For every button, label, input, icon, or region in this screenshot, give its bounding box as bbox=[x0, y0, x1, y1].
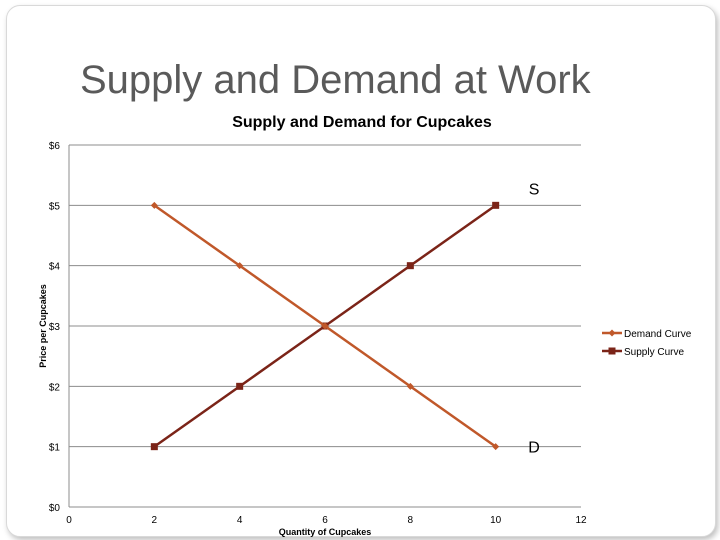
annotation-s: S bbox=[529, 181, 540, 198]
legend-marker-supply-curve bbox=[608, 347, 616, 355]
legend-label-supply-curve: Supply Curve bbox=[624, 347, 684, 358]
axis-layer: $0 $1 $2 $3 $4 $5 $6 0 2 4 6 8 10 12 bbox=[49, 141, 587, 526]
demand-curve-point-6-3 bbox=[321, 322, 329, 330]
y-tick-label-2: $2 bbox=[49, 382, 61, 393]
x-axis-label: Quantity of Cupcakes bbox=[279, 527, 372, 537]
x-tick-label-2: 2 bbox=[152, 515, 158, 526]
y-tick-label-1: $1 bbox=[49, 443, 61, 454]
x-tick-label-0: 0 bbox=[66, 515, 72, 526]
demand-curve-point-4-4 bbox=[236, 262, 244, 270]
x-tick-label-4: 4 bbox=[237, 515, 243, 526]
y-axis-label: Price per Cupcakes bbox=[38, 284, 48, 368]
y-tick-label-4: $4 bbox=[49, 262, 61, 273]
legend: Demand Curve Supply Curve bbox=[602, 329, 692, 358]
y-tick-label-5: $5 bbox=[49, 201, 61, 212]
y-tick-label-0: $0 bbox=[49, 503, 61, 514]
demand-curve-point-8-2 bbox=[406, 382, 414, 390]
series-demand-curve bbox=[150, 201, 500, 451]
x-tick-label-8: 8 bbox=[408, 515, 414, 526]
supply-curve-point-4-2 bbox=[236, 382, 244, 390]
supply-curve-point-2-1 bbox=[150, 443, 158, 451]
x-tick-label-12: 12 bbox=[575, 515, 587, 526]
supply-curve-point-10-5 bbox=[492, 201, 500, 209]
demand-curve-point-2-5 bbox=[150, 201, 158, 209]
annotation-d: D bbox=[528, 440, 540, 457]
supply-curve-point-8-4 bbox=[406, 262, 414, 270]
y-tick-label-3: $3 bbox=[49, 322, 61, 333]
series-layer: SD bbox=[150, 181, 540, 457]
y-tick-label-6: $6 bbox=[49, 141, 61, 152]
slide-frame bbox=[6, 5, 716, 537]
legend-label-demand-curve: Demand Curve bbox=[624, 329, 692, 340]
legend-marker-demand-curve bbox=[608, 329, 616, 337]
slide-title: Supply and Demand at Work bbox=[80, 58, 591, 102]
demand-curve-point-10-1 bbox=[492, 443, 500, 451]
chart-title: Supply and Demand for Cupcakes bbox=[232, 114, 492, 131]
x-tick-label-10: 10 bbox=[490, 515, 502, 526]
x-tick-label-6: 6 bbox=[322, 515, 328, 526]
grid-layer bbox=[69, 144, 581, 448]
